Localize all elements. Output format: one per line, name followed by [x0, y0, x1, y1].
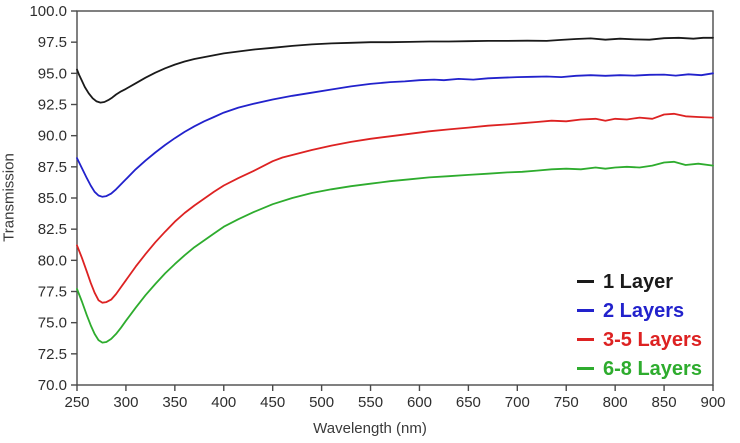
y-tick-label: 97.5 [38, 34, 67, 51]
legend-item-2-layers: 2 Layers [577, 296, 702, 325]
y-tick-label: 72.5 [38, 346, 67, 363]
x-tick-label: 250 [64, 394, 89, 411]
x-tick-label: 550 [358, 394, 383, 411]
x-tick-label: 500 [309, 394, 334, 411]
x-tick-label: 400 [211, 394, 236, 411]
y-tick-label: 85.0 [38, 190, 67, 207]
plot-border [76, 10, 714, 386]
legend-label-1-layer: 1 Layer [603, 270, 674, 293]
x-tick-label: 350 [162, 394, 187, 411]
legend: 1 Layer 2 Layers 3-5 Layers 6-8 Layers [577, 267, 702, 383]
x-tick-label: 800 [603, 394, 628, 411]
y-tick-label: 80.0 [38, 252, 67, 269]
series-line-1-layer [76, 36, 714, 104]
series-lines [76, 36, 714, 344]
y-tick-label: 92.5 [38, 97, 67, 114]
x-tick-label: 300 [113, 394, 138, 411]
axis-ticks: 250 300 350 400 450 500 550 600 650 700 750 800 850 9… [29, 3, 725, 411]
series-line-3-5-layers [76, 112, 714, 304]
legend-line-swatch-1-layer [577, 280, 594, 283]
x-tick-label: 650 [456, 394, 481, 411]
legend-item-6-8-layers: 6-8 Layers [577, 354, 702, 383]
y-tick-label: 82.5 [38, 221, 67, 238]
x-tick-label: 700 [505, 394, 530, 411]
plot-border-rect [76, 10, 714, 386]
x-tick-label: 600 [407, 394, 432, 411]
series-line-6-8-layers [76, 160, 714, 344]
legend-line-swatch-3-5-layers [577, 338, 594, 341]
x-tick-label: 850 [652, 394, 677, 411]
legend-label-6-8-layers: 6-8 Layers [603, 357, 702, 380]
y-axis-title: Transmission [0, 153, 18, 242]
legend-line-swatch-2-layers [577, 309, 594, 312]
y-tick-label: 70.0 [38, 377, 67, 394]
series-line-2-layers [76, 72, 714, 198]
legend-line-swatch-6-8-layers [577, 367, 594, 370]
legend-item-3-5-layers: 3-5 Layers [577, 325, 702, 354]
x-tick-label: 900 [700, 394, 725, 411]
x-tick-label: 450 [260, 394, 285, 411]
y-tick-label: 100.0 [29, 3, 67, 20]
y-tick-label: 77.5 [38, 284, 67, 301]
legend-item-1-layer: 1 Layer [577, 267, 702, 296]
y-tick-label: 90.0 [38, 128, 67, 145]
legend-label-3-5-layers: 3-5 Layers [603, 328, 702, 351]
y-tick-label: 75.0 [38, 315, 67, 332]
legend-label-2-layers: 2 Layers [603, 299, 685, 322]
x-tick-label: 750 [554, 394, 579, 411]
y-tick-label: 95.0 [38, 65, 67, 82]
y-tick-label: 87.5 [38, 159, 67, 176]
x-axis-title: Wavelength (nm) [313, 420, 427, 437]
